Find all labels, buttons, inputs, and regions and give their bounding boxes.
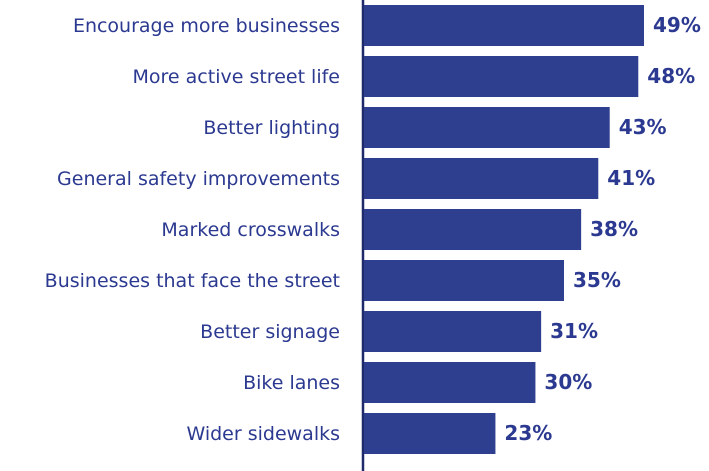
bar — [364, 209, 582, 250]
category-label: Marked crosswalks — [161, 219, 340, 241]
category-label: Bike lanes — [243, 372, 340, 394]
bar — [364, 107, 610, 148]
value-label: 38% — [590, 217, 638, 241]
bar — [364, 362, 536, 403]
value-label: 43% — [619, 115, 667, 139]
category-label: More active street life — [133, 66, 340, 88]
value-label: 30% — [544, 370, 592, 394]
value-label: 35% — [573, 268, 621, 292]
category-label: Better lighting — [203, 117, 340, 139]
category-label: Better signage — [200, 321, 340, 343]
value-label: 49% — [653, 13, 701, 37]
bar — [364, 56, 639, 97]
category-label: Encourage more businesses — [73, 15, 340, 37]
bar — [364, 5, 644, 46]
category-label: Wider sidewalks — [186, 423, 340, 445]
category-label: Businesses that face the street — [45, 270, 340, 292]
bar — [364, 260, 564, 301]
bar — [364, 158, 599, 199]
bar — [364, 311, 542, 352]
bar — [364, 413, 496, 454]
category-label: General safety improvements — [57, 168, 340, 190]
value-label: 23% — [504, 421, 552, 445]
value-label: 31% — [550, 319, 598, 343]
value-label: 48% — [647, 64, 695, 88]
value-label: 41% — [607, 166, 655, 190]
